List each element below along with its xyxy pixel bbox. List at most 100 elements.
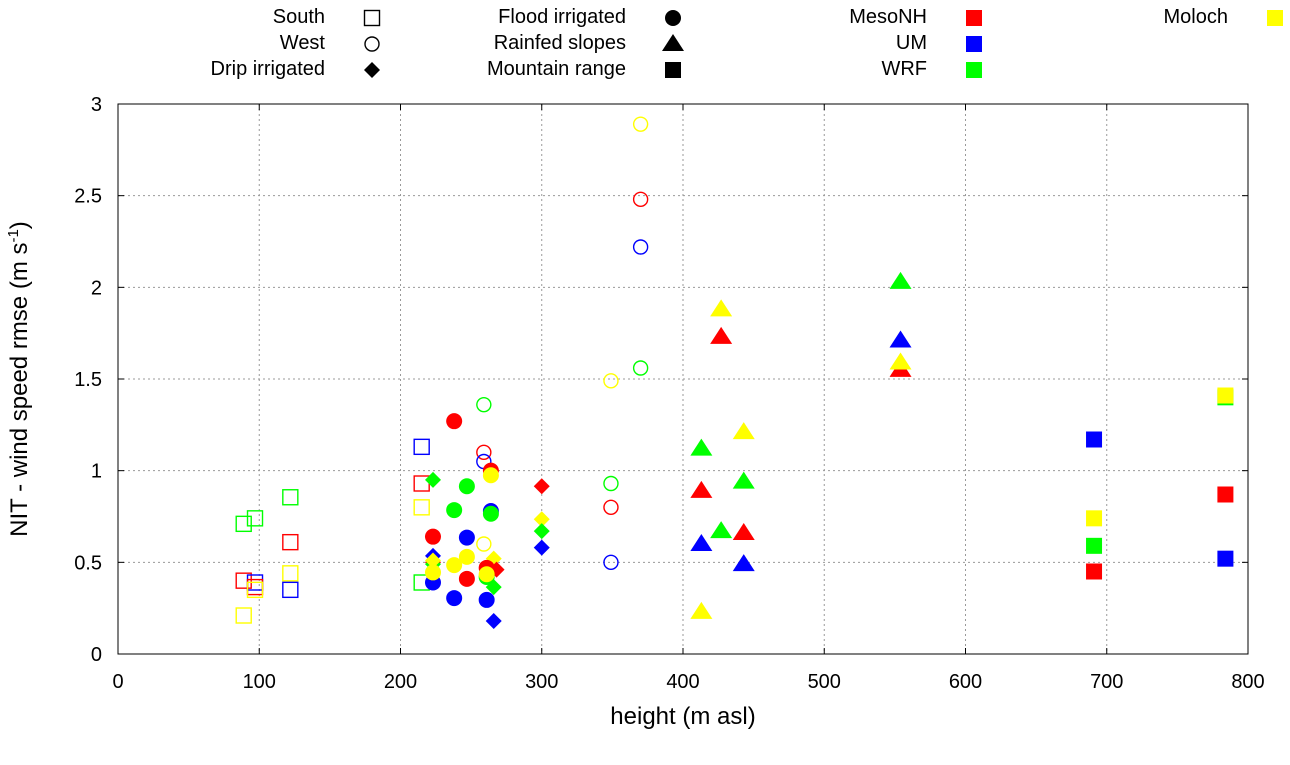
y-axis-label: NIT - wind speed rmse (m s-1)	[5, 221, 33, 537]
data-point-wrf-circle	[482, 505, 499, 522]
data-point-moloch-circle	[446, 557, 463, 574]
y-axis-label-close: )	[6, 221, 33, 229]
data-point-wrf-triangle	[690, 438, 713, 456]
data-point-wrf-circle	[446, 502, 463, 519]
data-point-wrf-diamond	[424, 471, 441, 488]
data-point-mesonh-open-circle	[603, 499, 619, 516]
data-point-mesonh-triangle	[732, 523, 755, 540]
legend-symbol-triangle	[662, 34, 684, 51]
data-point-wrf-open-square	[246, 510, 264, 527]
data-point-mesonh-circle	[424, 528, 441, 545]
x-tick-label: 300	[525, 671, 558, 693]
y-tick-label: 0.5	[74, 552, 102, 574]
data-point-mesonh-triangle	[690, 480, 713, 498]
data-point-um-circle	[458, 529, 475, 546]
legend-label: South	[273, 6, 325, 28]
data-point-moloch-circle	[424, 564, 441, 581]
data-points	[235, 116, 1234, 629]
legend-label: WRF	[881, 58, 927, 80]
x-tick-label: 600	[949, 671, 982, 693]
y-tick-label: 2.5	[74, 186, 102, 208]
y-tick-label: 1	[91, 461, 102, 483]
data-point-moloch-triangle	[690, 601, 713, 619]
data-point-um-open-square	[282, 581, 299, 599]
data-point-moloch-open-circle	[603, 373, 619, 389]
x-tick-label: 100	[243, 671, 276, 693]
legend-swatch-mesonh	[966, 10, 982, 26]
data-point-um-open-circle	[603, 554, 619, 571]
data-point-wrf-open-square	[282, 489, 299, 506]
data-point-moloch-open-square	[246, 581, 264, 599]
data-point-um-triangle	[690, 534, 713, 551]
data-point-moloch-circle	[458, 548, 475, 565]
data-point-mesonh-circle	[458, 570, 475, 587]
data-point-mesonh-triangle	[710, 326, 733, 344]
data-point-wrf-triangle	[710, 521, 733, 539]
data-point-um-circle	[446, 590, 463, 607]
data-point-wrf-circle	[458, 478, 475, 495]
legend-label: Flood irrigated	[498, 6, 626, 28]
legend-symbol-circle	[665, 10, 681, 26]
data-point-um-circle	[478, 591, 495, 608]
data-point-wrf-triangle	[732, 471, 755, 489]
x-tick-label: 800	[1231, 671, 1264, 693]
data-point-moloch-diamond	[424, 552, 441, 569]
data-point-mesonh-circle	[446, 413, 463, 430]
legend-label: Rainfed slopes	[494, 32, 626, 54]
data-point-wrf-square	[1086, 537, 1103, 554]
legend-swatch-um	[966, 36, 982, 52]
data-point-mesonh-open-circle	[632, 191, 649, 208]
data-point-wrf-open-circle	[476, 396, 492, 413]
legend-label: West	[280, 32, 326, 54]
data-point-wrf-open-circle	[632, 360, 649, 376]
x-tick-label: 0	[112, 671, 123, 693]
data-point-mesonh-open-square	[235, 572, 252, 589]
data-point-moloch-square	[1086, 510, 1103, 527]
legend-symbol-square	[665, 62, 681, 78]
x-tick-label: 500	[808, 671, 841, 693]
data-point-moloch-circle	[478, 566, 495, 583]
data-point-moloch-open-circle	[632, 116, 649, 132]
data-point-mesonh-diamond	[533, 478, 550, 495]
legend: South West Drip irrigated Flood irrigated Ra…	[211, 6, 1283, 80]
data-point-um-triangle	[889, 330, 912, 348]
y-tick-label: 2	[91, 277, 102, 299]
x-tick-label: 400	[666, 671, 699, 693]
data-point-moloch-square	[1217, 387, 1234, 404]
x-tick-label: 700	[1090, 671, 1123, 693]
data-point-um-triangle	[732, 554, 755, 572]
data-point-moloch-open-circle	[476, 536, 492, 552]
data-point-moloch-open-square	[235, 607, 252, 624]
legend-label: MesoNH	[849, 6, 927, 28]
data-point-moloch-triangle	[710, 299, 733, 317]
x-axis-label: height (m asl)	[610, 703, 755, 730]
y-tick-label: 3	[91, 94, 102, 116]
data-point-um-square	[1217, 550, 1234, 567]
legend-label: Moloch	[1164, 6, 1228, 28]
data-point-moloch-open-square	[413, 499, 430, 516]
data-point-um-open-circle	[632, 239, 649, 255]
data-point-moloch-triangle	[889, 352, 912, 370]
grid	[118, 104, 1248, 654]
data-point-um-open-square	[413, 438, 430, 456]
data-point-mesonh-square	[1217, 486, 1234, 503]
data-point-mesonh-open-square	[282, 533, 299, 551]
y-axis-label-sup: -1	[5, 229, 22, 242]
legend-symbol-diamond	[364, 62, 380, 78]
legend-symbol-open-square	[363, 9, 381, 27]
y-tick-label: 1.5	[74, 369, 102, 391]
legend-swatch-moloch	[1267, 10, 1283, 26]
data-point-wrf-triangle	[889, 271, 912, 289]
x-tick-label: 200	[384, 671, 417, 693]
data-point-wrf-diamond	[533, 523, 550, 540]
legend-swatch-wrf	[966, 62, 982, 78]
data-point-moloch-diamond	[533, 511, 550, 528]
legend-symbol-open-circle	[364, 36, 380, 52]
data-point-um-diamond	[485, 613, 502, 629]
legend-label: Drip irrigated	[211, 58, 325, 80]
data-point-wrf-open-circle	[603, 475, 619, 492]
legend-label: UM	[896, 32, 927, 54]
data-point-um-square	[1086, 431, 1103, 448]
data-point-moloch-circle	[482, 467, 499, 484]
